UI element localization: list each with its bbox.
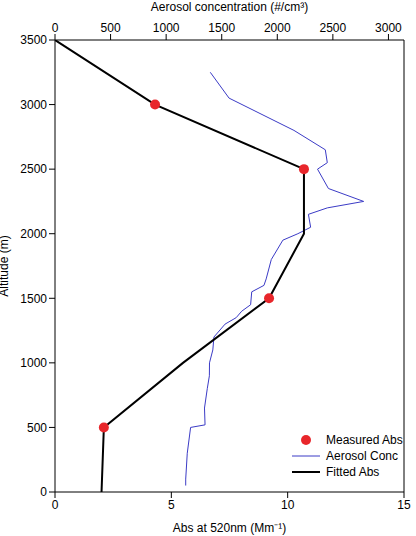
- svg-text:0: 0: [40, 485, 47, 499]
- svg-text:1500: 1500: [208, 21, 235, 35]
- svg-text:0: 0: [52, 21, 59, 35]
- svg-text:1500: 1500: [20, 292, 47, 306]
- svg-text:10: 10: [281, 498, 295, 512]
- svg-text:3000: 3000: [20, 98, 47, 112]
- html-text:Aerosol Conc: Aerosol Conc: [326, 449, 398, 463]
- svg-text:15: 15: [397, 498, 408, 512]
- svg-text:Abs at 520nm (Mm⁻¹): Abs at 520nm (Mm⁻¹): [173, 521, 286, 535]
- svg-text:1000: 1000: [20, 356, 47, 370]
- svg-text:3000: 3000: [375, 21, 402, 35]
- svg-text:3500: 3500: [20, 33, 47, 47]
- svg-text:2000: 2000: [20, 227, 47, 241]
- svg-text:Aerosol concentration (#/cm³): Aerosol concentration (#/cm³): [151, 0, 308, 14]
- svg-text:0: 0: [52, 498, 59, 512]
- html-text:Measured Abs: Measured Abs: [326, 433, 403, 447]
- html-text:Fitted Abs: Fitted Abs: [326, 465, 380, 479]
- svg-text:1000: 1000: [153, 21, 180, 35]
- svg-text:500: 500: [101, 21, 121, 35]
- svg-text:2500: 2500: [20, 162, 47, 176]
- svg-text:Altitude (m): Altitude (m): [8, 235, 11, 296]
- svg-text:2500: 2500: [320, 21, 347, 35]
- svg-text:5: 5: [168, 498, 175, 512]
- svg-text:500: 500: [27, 421, 47, 435]
- svg-text:2000: 2000: [264, 21, 291, 35]
